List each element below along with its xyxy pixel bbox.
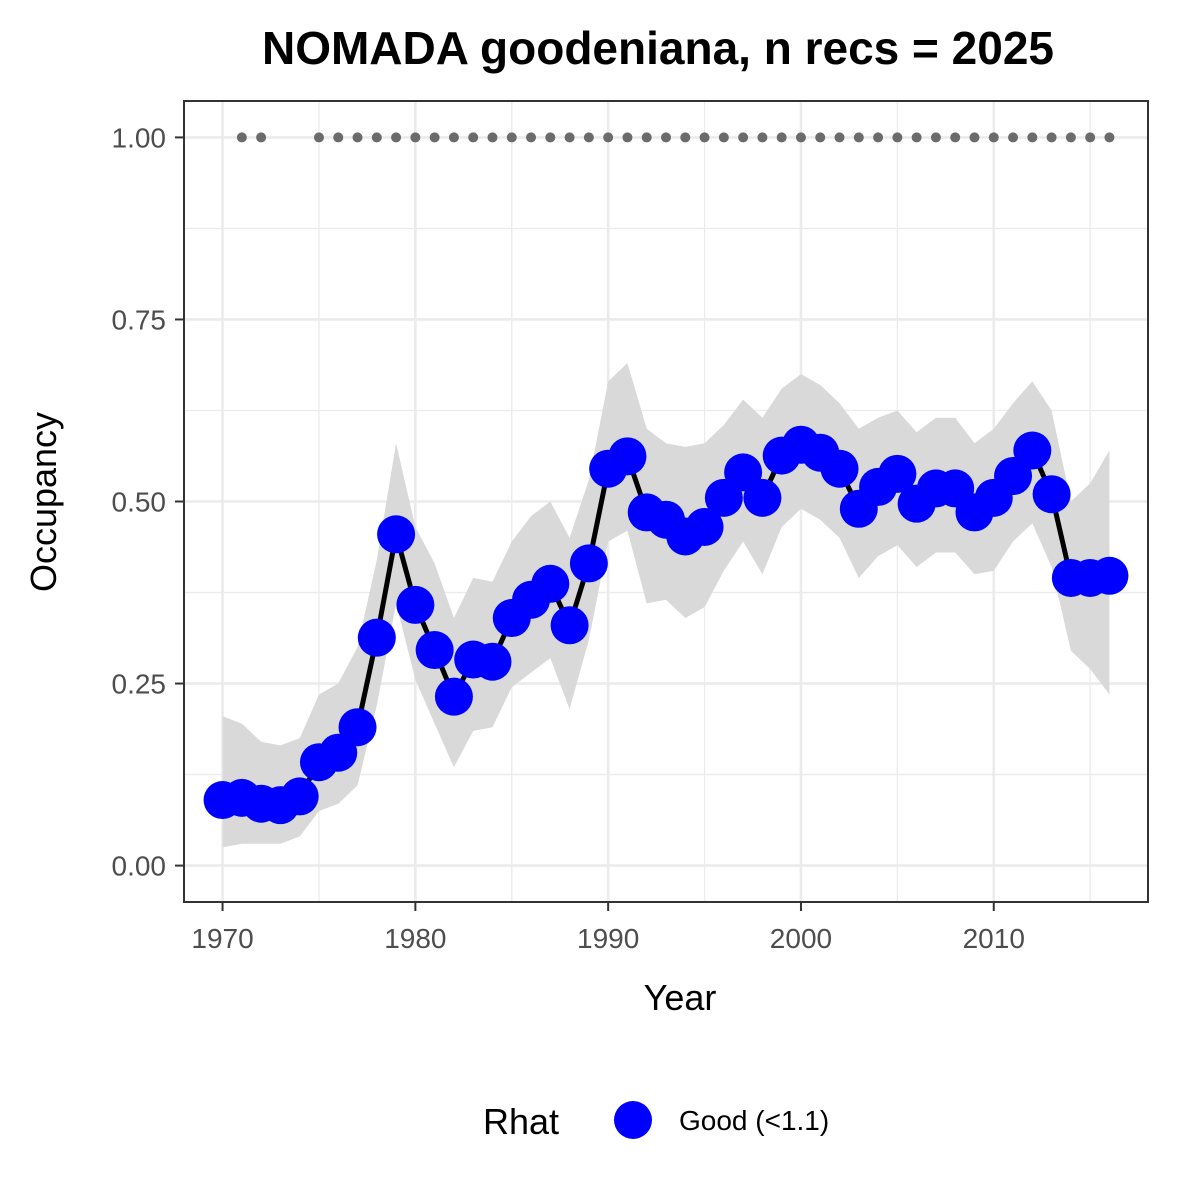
record-marker: [333, 132, 344, 143]
record-marker: [873, 132, 884, 143]
occupancy-point: [569, 544, 608, 583]
record-marker: [776, 132, 787, 143]
record-marker: [583, 132, 594, 143]
occupancy-points: [203, 425, 1129, 825]
record-marker: [622, 132, 633, 143]
record-marker: [448, 132, 459, 143]
record-marker: [815, 132, 826, 143]
record-marker: [1085, 132, 1096, 143]
record-marker: [718, 132, 729, 143]
record-marker: [988, 132, 999, 143]
record-marker: [313, 132, 324, 143]
occupancy-point: [1013, 431, 1052, 470]
record-marker: [834, 132, 845, 143]
record-marker: [892, 132, 903, 143]
record-marker: [603, 132, 614, 143]
occupancy-point: [434, 677, 473, 716]
occupancy-point: [357, 618, 396, 657]
occupancy-point: [743, 478, 782, 517]
occupancy-point: [608, 437, 647, 476]
record-marker: [1065, 132, 1076, 143]
record-marker: [911, 132, 922, 143]
record-marker: [1008, 132, 1019, 143]
occupancy-point: [878, 454, 917, 493]
legend-key-good: [614, 1101, 652, 1139]
y-tick-label: 0.50: [112, 487, 167, 518]
occupancy-point: [531, 564, 570, 603]
record-marker: [429, 132, 440, 143]
record-marker: [236, 132, 247, 143]
occupancy-point: [685, 507, 724, 546]
occupancy-point: [377, 515, 416, 554]
record-marker: [795, 132, 806, 143]
y-tick-label: 0.75: [112, 304, 167, 335]
record-marker: [468, 132, 479, 143]
record-marker: [1104, 132, 1115, 143]
record-marker: [1046, 132, 1057, 143]
occupancy-point: [396, 585, 435, 624]
record-marker: [564, 132, 575, 143]
record-markers: [236, 132, 1115, 143]
y-axis-title: Occupancy: [23, 412, 64, 592]
record-marker: [487, 132, 498, 143]
record-marker: [352, 132, 363, 143]
x-tick-label: 2000: [770, 923, 832, 954]
record-marker: [641, 132, 652, 143]
occupancy-point: [338, 708, 377, 747]
record-marker: [680, 132, 691, 143]
record-marker: [410, 132, 421, 143]
record-marker: [506, 132, 517, 143]
y-tick-label: 0.00: [112, 851, 167, 882]
occupancy-point: [1090, 556, 1129, 595]
record-marker: [371, 132, 382, 143]
record-marker: [930, 132, 941, 143]
record-marker: [853, 132, 864, 143]
x-tick-label: 1980: [384, 923, 446, 954]
occupancy-point: [1032, 475, 1071, 514]
record-marker: [661, 132, 671, 143]
occupancy-point: [415, 631, 454, 670]
x-tick-label: 1990: [577, 923, 639, 954]
x-tick-label: 1970: [191, 923, 253, 954]
legend-label-good: Good (<1.1): [679, 1105, 829, 1136]
record-marker: [738, 132, 749, 143]
record-marker: [699, 132, 710, 143]
occupancy-point: [550, 606, 589, 645]
x-axis-title: Year: [644, 977, 717, 1018]
y-tick-label: 0.25: [112, 669, 167, 700]
legend-title: Rhat: [483, 1101, 559, 1142]
record-marker: [545, 132, 556, 143]
occupancy-point: [820, 449, 859, 488]
axes: 1970 1980 1990 2000 2010 0.00 0.25 0.50 0.75 1.00: [112, 122, 1025, 954]
occupancy-point: [473, 642, 512, 681]
record-marker: [256, 132, 267, 143]
record-marker: [757, 132, 768, 143]
record-marker: [950, 132, 961, 143]
legend: Rhat Good (<1.1): [483, 1101, 829, 1142]
record-marker: [526, 132, 537, 143]
chart-title: NOMADA goodeniana, n recs = 2025: [262, 22, 1054, 74]
occupancy-point: [280, 777, 319, 816]
x-tick-label: 2010: [963, 923, 1025, 954]
record-marker: [969, 132, 980, 143]
y-tick-label: 1.00: [112, 122, 167, 153]
record-marker: [1027, 132, 1038, 143]
record-marker: [391, 132, 402, 143]
